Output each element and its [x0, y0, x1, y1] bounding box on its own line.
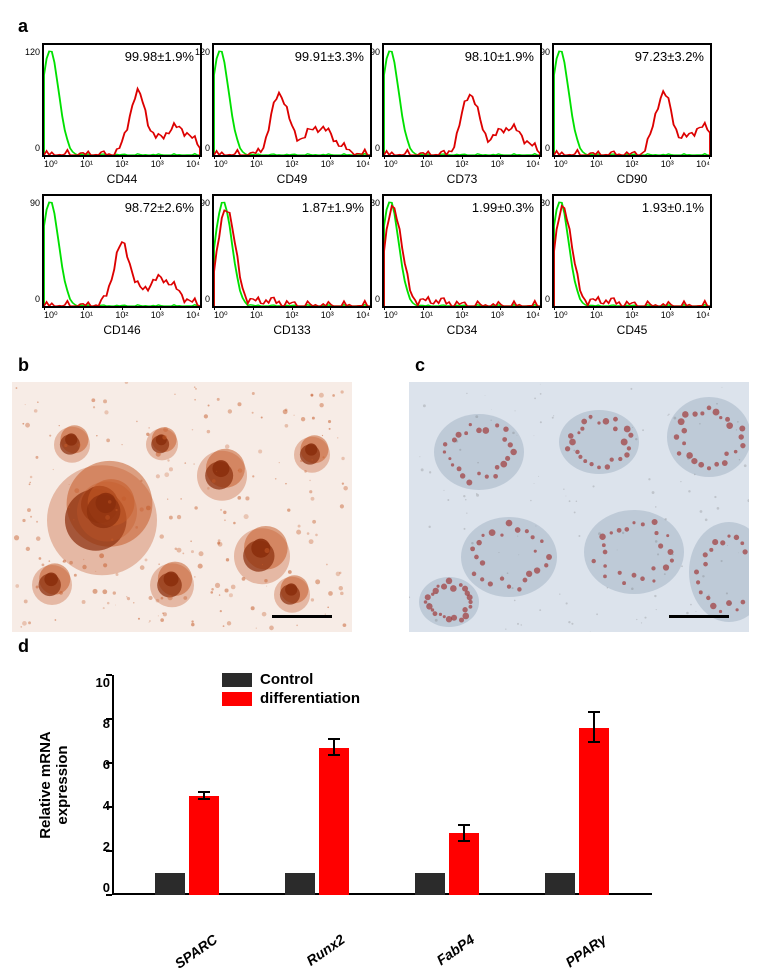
bar-group: Runx2 — [252, 748, 382, 895]
panel-a-label: a — [18, 16, 766, 37]
bar-group: SPARC — [122, 796, 252, 895]
facs-marker-title: CD49 — [212, 172, 372, 186]
panel-b-label: b — [18, 355, 369, 376]
facs-plot: 9001.87±1.9%10⁰10¹10²10³10⁴CD133 — [212, 194, 372, 337]
facs-plot: 8001.99±0.3%10⁰10¹10²10³10⁴CD34 — [382, 194, 542, 337]
bar-label: FabP4 — [434, 931, 478, 968]
facs-plot: 90098.72±2.6%10⁰10¹10²10³10⁴CD146 — [42, 194, 202, 337]
bar-group: PPARγ — [512, 728, 642, 895]
micrograph-b — [12, 382, 352, 632]
y-axis-label: Relative mRNA expression — [37, 695, 71, 875]
bar-differentiation — [189, 796, 219, 895]
bar-chart: Relative mRNA expression 0246810 Control… — [52, 675, 652, 895]
facs-marker-title: CD133 — [212, 323, 372, 337]
facs-plot: 90097.23±3.2%10⁰10¹10²10³10⁴CD90 — [552, 43, 712, 186]
facs-plot: 90098.10±1.9%10⁰10¹10²10³10⁴CD73 — [382, 43, 542, 186]
y-ticks: 0246810 — [82, 675, 110, 895]
bar-differentiation — [319, 748, 349, 895]
bar-group: FabP4 — [382, 833, 512, 895]
facs-marker-title: CD90 — [552, 172, 712, 186]
bar-control — [285, 873, 315, 895]
facs-marker-title: CD73 — [382, 172, 542, 186]
micrograph-c — [409, 382, 749, 632]
facs-marker-title: CD45 — [552, 323, 712, 337]
facs-marker-title: CD146 — [42, 323, 202, 337]
bar-control — [155, 873, 185, 895]
facs-plot: 120099.98±1.9%10⁰10¹10²10³10⁴CD44 — [42, 43, 202, 186]
bar-control — [545, 873, 575, 895]
scale-bar — [272, 615, 332, 618]
bars-area: SPARCRunx2FabP4PPARγ — [112, 675, 652, 895]
facs-plot: 120099.91±3.3%10⁰10¹10²10³10⁴CD49 — [212, 43, 372, 186]
bar-label: SPARC — [172, 931, 220, 972]
bar-differentiation — [579, 728, 609, 895]
bar-control — [415, 873, 445, 895]
panel-c-label: c — [415, 355, 766, 376]
bar-label: Runx2 — [303, 931, 347, 969]
facs-marker-title: CD34 — [382, 323, 542, 337]
micrograph-row: b c — [12, 351, 766, 632]
bar-differentiation — [449, 833, 479, 895]
bar-label: PPARγ — [562, 931, 609, 970]
facs-plot: 8001.93±0.1%10⁰10¹10²10³10⁴CD45 — [552, 194, 712, 337]
scale-bar — [669, 615, 729, 618]
facs-marker-title: CD44 — [42, 172, 202, 186]
panel-d-label: d — [18, 636, 766, 657]
facs-container: 120099.98±1.9%10⁰10¹10²10³10⁴CD44120099.… — [12, 43, 766, 337]
